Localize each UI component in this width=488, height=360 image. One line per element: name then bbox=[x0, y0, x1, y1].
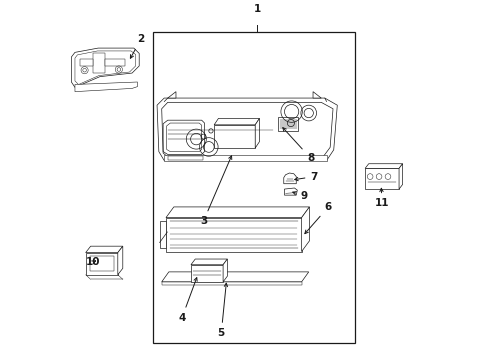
Polygon shape bbox=[71, 48, 139, 87]
Text: 9: 9 bbox=[292, 191, 307, 201]
Polygon shape bbox=[159, 221, 165, 248]
Bar bbox=[90, 256, 113, 271]
Text: 7: 7 bbox=[294, 172, 317, 181]
Text: 5: 5 bbox=[217, 283, 227, 338]
Polygon shape bbox=[223, 259, 227, 282]
Polygon shape bbox=[284, 188, 297, 195]
Polygon shape bbox=[301, 207, 309, 252]
Text: 6: 6 bbox=[304, 202, 331, 234]
Polygon shape bbox=[162, 282, 301, 285]
Polygon shape bbox=[214, 118, 259, 125]
Polygon shape bbox=[80, 59, 93, 66]
Polygon shape bbox=[93, 53, 105, 73]
Polygon shape bbox=[118, 246, 122, 275]
Polygon shape bbox=[165, 218, 301, 252]
Polygon shape bbox=[312, 92, 321, 98]
Polygon shape bbox=[283, 173, 296, 184]
Polygon shape bbox=[365, 164, 402, 168]
Polygon shape bbox=[105, 59, 124, 66]
Text: 2: 2 bbox=[130, 34, 144, 58]
Polygon shape bbox=[191, 259, 227, 265]
Text: 3: 3 bbox=[200, 156, 231, 226]
Polygon shape bbox=[255, 118, 259, 148]
Text: 10: 10 bbox=[85, 257, 100, 267]
Bar bbox=[153, 32, 354, 343]
Polygon shape bbox=[214, 125, 255, 148]
Text: 1: 1 bbox=[253, 4, 260, 14]
Polygon shape bbox=[85, 253, 118, 275]
Polygon shape bbox=[75, 82, 137, 92]
Polygon shape bbox=[165, 207, 309, 218]
Polygon shape bbox=[365, 168, 398, 189]
Polygon shape bbox=[157, 98, 337, 161]
Polygon shape bbox=[162, 272, 308, 282]
Polygon shape bbox=[191, 265, 223, 282]
Polygon shape bbox=[398, 164, 402, 189]
Text: 8: 8 bbox=[282, 128, 313, 163]
Text: 11: 11 bbox=[374, 188, 388, 208]
Text: 4: 4 bbox=[178, 278, 197, 323]
Polygon shape bbox=[164, 155, 326, 161]
Polygon shape bbox=[85, 246, 122, 253]
Polygon shape bbox=[167, 92, 176, 98]
